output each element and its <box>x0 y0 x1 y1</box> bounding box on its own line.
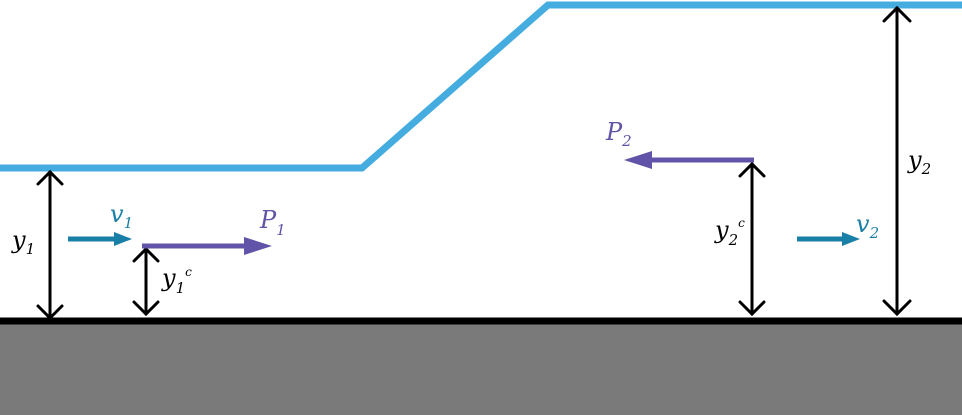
label-y1: y1 <box>11 226 35 258</box>
velocity-v2-arrow <box>797 232 860 246</box>
depth-y1-arrow <box>36 169 64 321</box>
pressure-p1-arrow <box>142 237 272 255</box>
label-p1: P1 <box>259 206 286 239</box>
pressure-p2-arrow <box>624 151 754 169</box>
label-y2: y2 <box>907 146 931 178</box>
depth-y2-arrow <box>882 5 912 317</box>
label-p2: P2 <box>605 118 632 150</box>
label-v2: v2 <box>856 210 879 242</box>
water-surface <box>0 1 962 172</box>
label-y2c: y2c <box>714 216 745 249</box>
label-v1: v1 <box>110 200 133 232</box>
ground-block <box>0 322 962 415</box>
depth-y2c-arrow <box>738 161 766 317</box>
depth-y1c-arrow <box>132 246 160 317</box>
label-y1c: y1c <box>161 264 192 297</box>
velocity-v1-arrow <box>68 232 132 246</box>
